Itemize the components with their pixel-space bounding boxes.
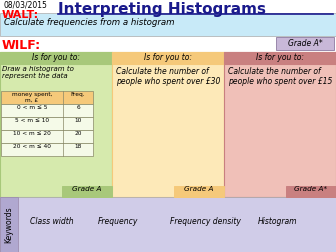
- FancyBboxPatch shape: [62, 186, 112, 197]
- FancyBboxPatch shape: [1, 91, 93, 104]
- Text: 18: 18: [74, 144, 82, 149]
- Text: Frequency: Frequency: [98, 217, 138, 226]
- FancyBboxPatch shape: [1, 130, 93, 143]
- Text: Freq.: Freq.: [71, 92, 85, 97]
- Text: 10: 10: [74, 118, 82, 123]
- Text: Keywords: Keywords: [4, 206, 13, 243]
- Text: Grade A: Grade A: [72, 186, 102, 192]
- FancyBboxPatch shape: [112, 52, 224, 197]
- FancyBboxPatch shape: [174, 186, 224, 197]
- Text: Draw a histogram to
represent the data: Draw a histogram to represent the data: [2, 66, 74, 79]
- Text: 5 < m ≤ 10: 5 < m ≤ 10: [15, 118, 49, 123]
- Text: 0 < m ≤ 5: 0 < m ≤ 5: [17, 105, 47, 110]
- Text: Interpreting Histograms: Interpreting Histograms: [58, 2, 266, 17]
- FancyBboxPatch shape: [224, 52, 336, 64]
- FancyBboxPatch shape: [276, 37, 334, 50]
- FancyBboxPatch shape: [0, 52, 112, 64]
- FancyBboxPatch shape: [0, 13, 336, 36]
- Text: Grade A: Grade A: [184, 186, 214, 192]
- Text: Is for you to:: Is for you to:: [32, 53, 80, 62]
- Text: Calculate frequencies from a histogram: Calculate frequencies from a histogram: [4, 18, 174, 27]
- Text: Frequency density: Frequency density: [170, 217, 241, 226]
- FancyBboxPatch shape: [1, 117, 93, 130]
- Text: Is for you to:: Is for you to:: [256, 53, 304, 62]
- FancyBboxPatch shape: [0, 52, 112, 197]
- Text: 10 < m ≤ 20: 10 < m ≤ 20: [13, 131, 51, 136]
- FancyBboxPatch shape: [224, 52, 336, 197]
- Text: Calculate the number of
people who spent over £30: Calculate the number of people who spent…: [116, 67, 220, 86]
- Text: 08/03/2015: 08/03/2015: [3, 1, 47, 10]
- Text: Histogram: Histogram: [258, 217, 297, 226]
- Text: WALT:: WALT:: [2, 10, 39, 20]
- Text: Class width: Class width: [30, 217, 74, 226]
- Text: 20: 20: [74, 131, 82, 136]
- Text: WILF:: WILF:: [2, 39, 41, 52]
- FancyBboxPatch shape: [1, 143, 93, 156]
- Text: Grade A*: Grade A*: [288, 39, 322, 48]
- Text: 6: 6: [76, 105, 80, 110]
- Text: Grade A*: Grade A*: [294, 186, 328, 192]
- FancyBboxPatch shape: [0, 197, 336, 252]
- Text: Is for you to:: Is for you to:: [144, 53, 192, 62]
- FancyBboxPatch shape: [0, 197, 18, 252]
- FancyBboxPatch shape: [286, 186, 336, 197]
- FancyBboxPatch shape: [1, 104, 93, 117]
- FancyBboxPatch shape: [112, 52, 224, 64]
- Text: money spent,
m, £: money spent, m, £: [12, 92, 52, 103]
- Text: Calculate the number of
people who spent over £15: Calculate the number of people who spent…: [228, 67, 332, 86]
- Text: 20 < m ≤ 40: 20 < m ≤ 40: [13, 144, 51, 149]
